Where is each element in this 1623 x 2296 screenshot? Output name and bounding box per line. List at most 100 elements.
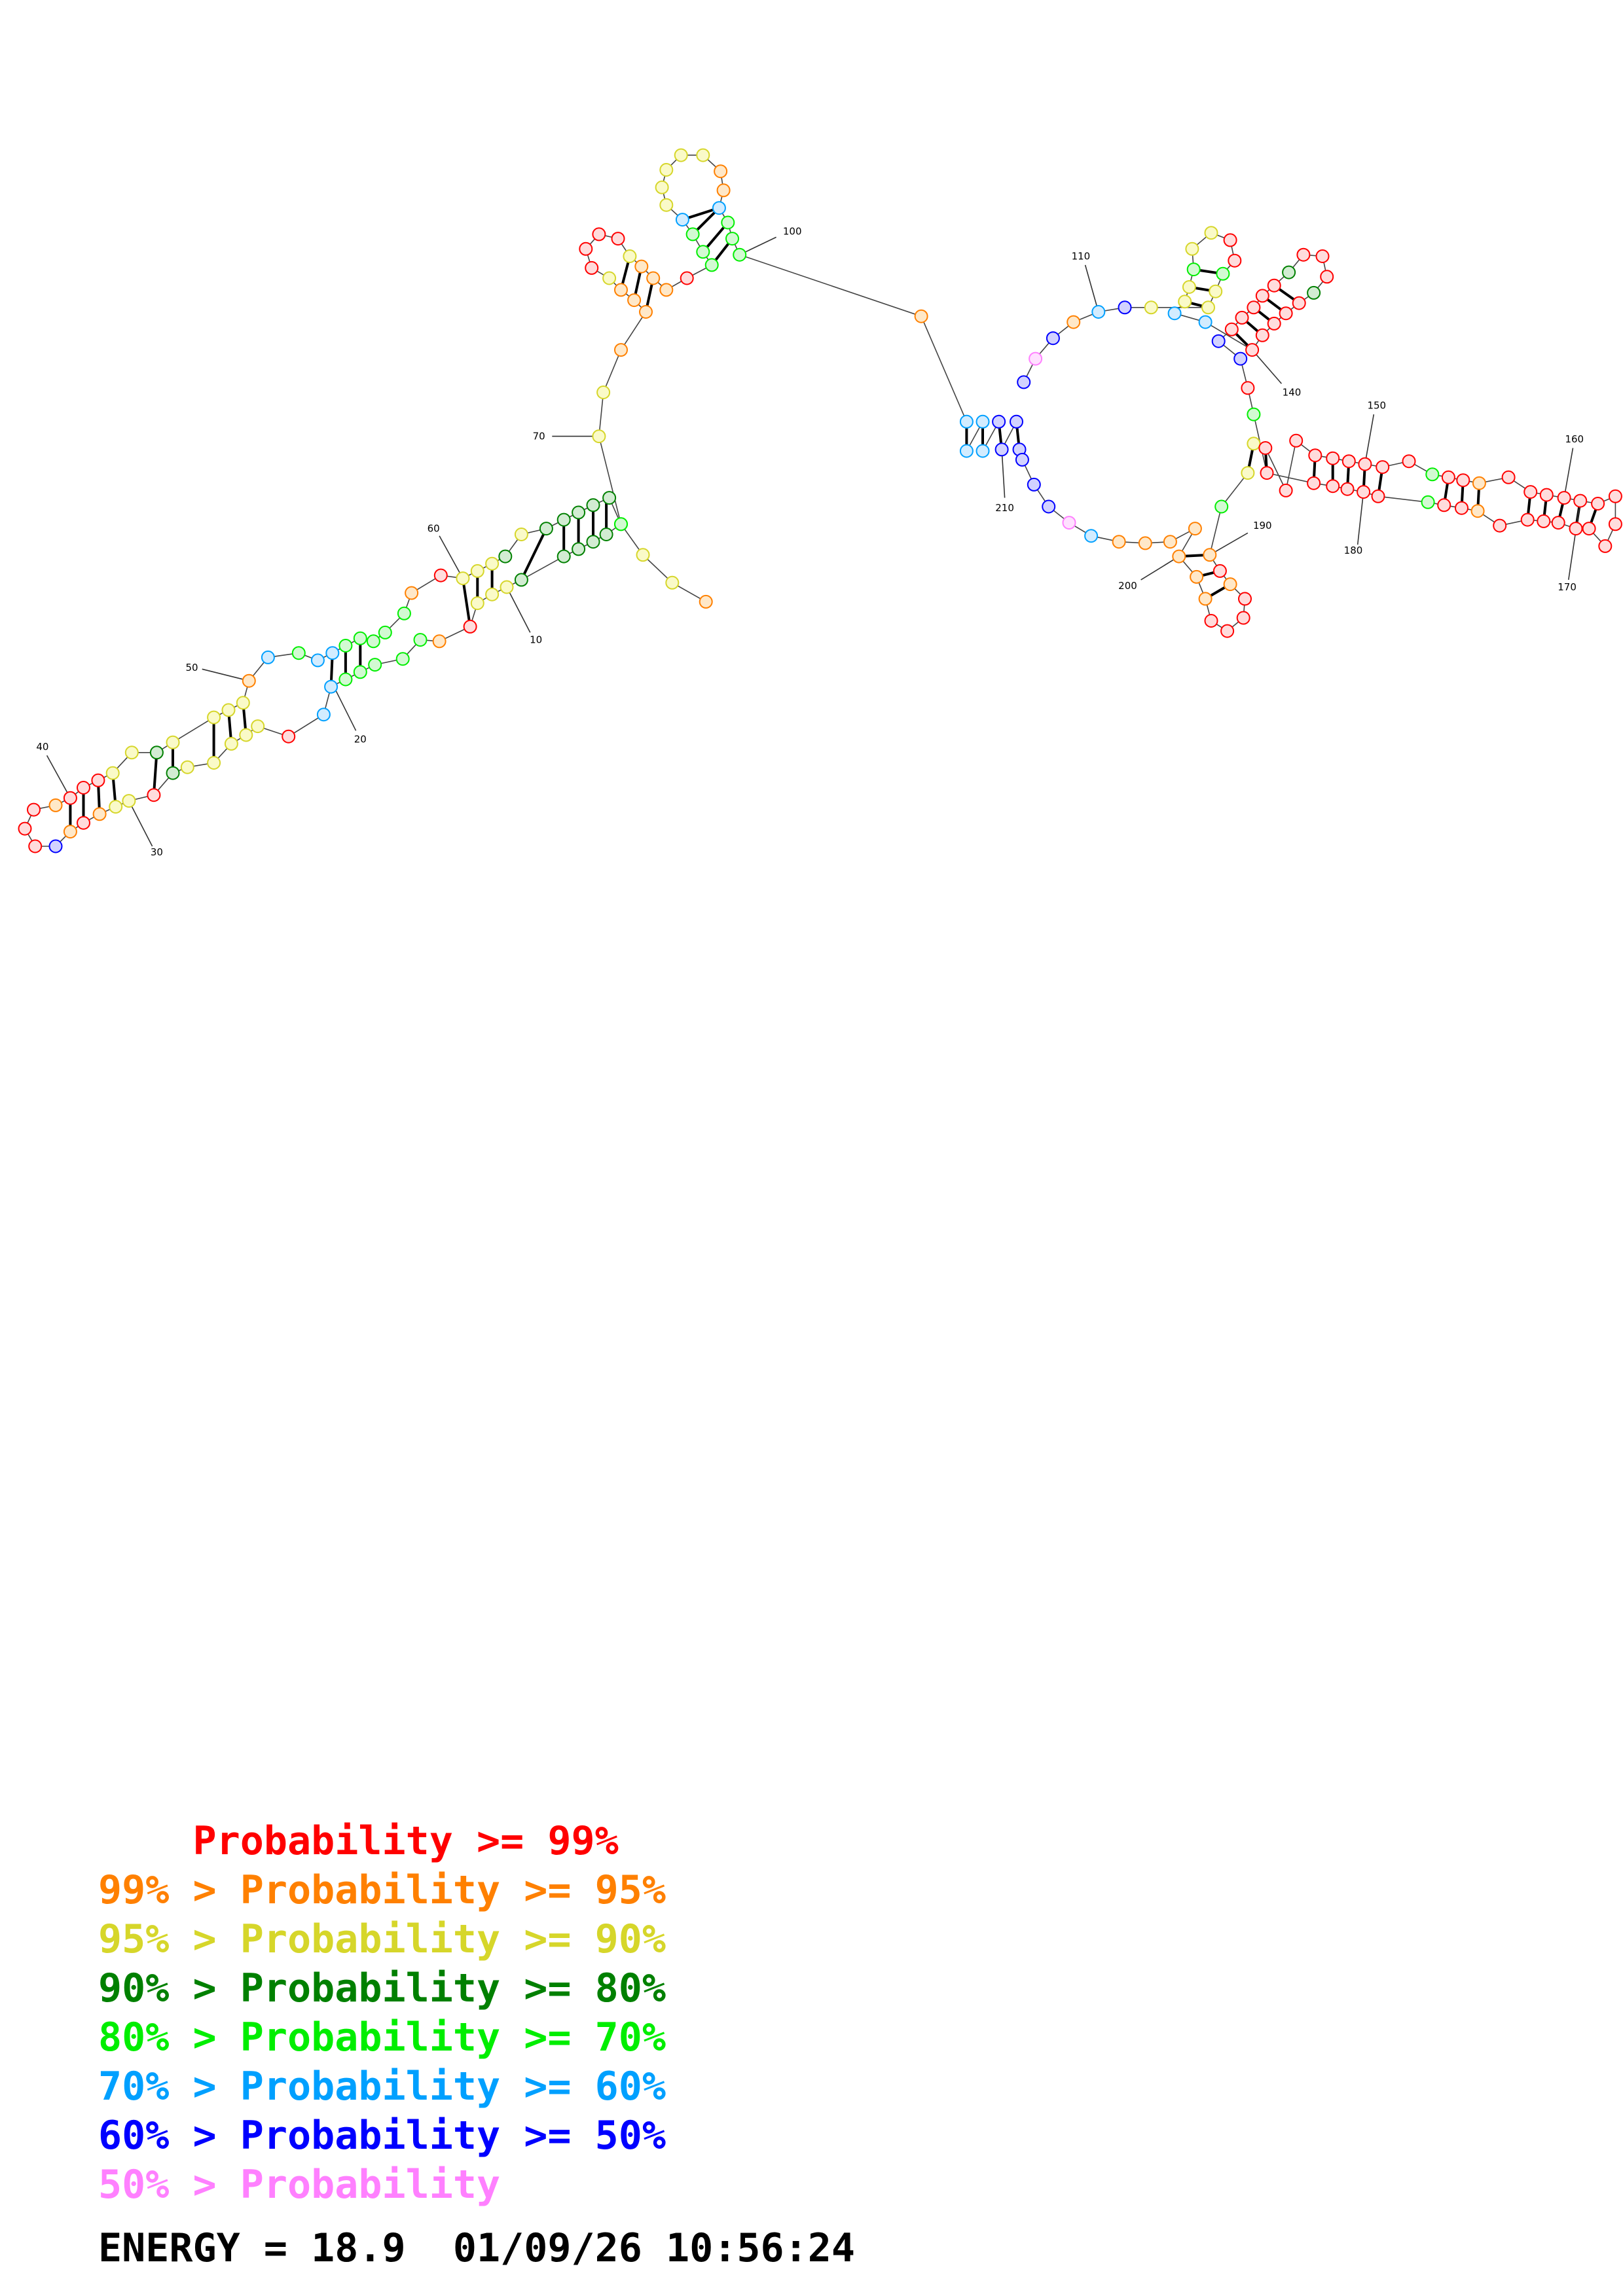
nucleotide-circle (586, 535, 600, 549)
legend-row-60: 70% > Probability >= 60% (98, 2064, 666, 2109)
tick-line (1568, 500, 1581, 581)
position-tick-label: 40 (36, 741, 48, 753)
nucleotide-circle (976, 444, 990, 458)
nucleotide-circle (282, 729, 296, 744)
position-tick-label: 60 (428, 523, 440, 535)
position-tick-label: 140 (1283, 387, 1302, 399)
tick-line (1251, 350, 1283, 384)
nucleotide-circle (1067, 315, 1081, 329)
nucleotide-circle (1223, 577, 1237, 592)
nucleotide-circle (239, 728, 253, 742)
legend-row-99: Probability >= 99% (192, 1818, 619, 1864)
nucleotide-circle (1292, 296, 1306, 310)
nucleotide-circle (1326, 451, 1340, 465)
nucleotide-circle (1042, 499, 1056, 514)
nucleotide-circle (366, 634, 380, 649)
nucleotide-circle (1357, 485, 1371, 499)
nucleotide-circle (1470, 504, 1485, 518)
nucleotide-circle (959, 414, 974, 429)
rna-structure-diagram: 10 20 30 40 50 60 70 100 110 140 150 160 170 180 190 20… (18, 148, 1622, 858)
nucleotide-circle (77, 816, 90, 830)
nucleotide-circle (685, 227, 700, 242)
nucleotide-circle (674, 148, 688, 162)
nucleotide-circle (1233, 351, 1248, 366)
position-tick-label: 180 (1344, 545, 1363, 556)
nucleotide-circle (1279, 483, 1293, 497)
nucleotide-circle (1582, 522, 1596, 536)
tick-line (128, 800, 153, 847)
nucleotide-circle (1341, 454, 1356, 469)
nucleotide-circle (665, 575, 680, 590)
nucleotide-circle (28, 839, 43, 853)
nucleotide-circle (716, 183, 731, 198)
nucleotide-circle (1228, 253, 1242, 268)
nucleotide-circle (627, 293, 642, 308)
nucleotide-circle (1315, 249, 1330, 263)
legend-row-90: 95% > Probability >= 90% (98, 1916, 666, 1962)
nucleotide-circle (470, 596, 484, 611)
nucleotide-circle (1236, 611, 1250, 625)
nucleotide-circle (1216, 266, 1230, 281)
base-pair-bond (152, 752, 158, 795)
nucleotide-circle (1493, 518, 1507, 533)
nucleotide-circle (1213, 564, 1227, 578)
nucleotide-circle (338, 639, 353, 653)
nucleotide-circle (1358, 457, 1372, 471)
nucleotide-circle (122, 794, 136, 808)
nucleotide-circle (1598, 539, 1613, 553)
nucleotide-circle (1163, 535, 1177, 549)
nucleotide-circle (1198, 315, 1213, 329)
nucleotide-circle (1238, 592, 1252, 606)
nucleotide-circle (659, 283, 674, 297)
nucleotide-circle (485, 556, 500, 571)
nucleotide-circle (1326, 479, 1340, 493)
base-pairs (69, 206, 1599, 832)
nucleotide-circle (976, 414, 990, 429)
nucleotide-circle (1203, 548, 1217, 562)
tick-line (439, 535, 464, 579)
nucleotide-circle (1260, 466, 1274, 480)
position-tick-label: 20 (354, 734, 367, 745)
position-tick-label: 200 (1118, 580, 1137, 592)
nucleotide-circle (639, 305, 653, 319)
tick-line (1001, 449, 1006, 498)
nucleotide-circle (207, 756, 221, 770)
nucleotide-circle (704, 258, 719, 272)
nucleotide-circle (634, 259, 649, 274)
position-tick-label: 210 (995, 502, 1014, 514)
nucleotide-circle (1340, 482, 1355, 496)
nucleotide-circle (1456, 473, 1470, 488)
tick-line (332, 683, 357, 731)
position-tick-label: 70 (533, 431, 545, 442)
nucleotide-circle (623, 249, 637, 263)
nucleotide-circle (1307, 285, 1321, 300)
nucleotide-circle (48, 839, 63, 853)
nucleotide-circle (1046, 331, 1060, 346)
energy-footer: ENERGY = 18.9 01/09/26 10:56:24 (98, 2225, 855, 2271)
nucleotide-circle (413, 633, 428, 647)
legend-row-80: 90% > Probability >= 80% (98, 1965, 666, 2011)
nucleotide-circle (1201, 300, 1215, 315)
nucleotide-circle (1010, 414, 1023, 429)
nucleotide-circle (596, 386, 611, 399)
nucleotide-circle (325, 646, 340, 660)
nucleotide-circle (166, 766, 180, 780)
nucleotide-circle (1118, 300, 1132, 315)
nucleotide-circle (48, 798, 63, 812)
nucleotide-circle (994, 442, 1009, 457)
position-tick-label: 150 (1367, 400, 1386, 412)
nucleotide-circle (699, 594, 713, 609)
nucleotide-circle (514, 573, 528, 587)
nucleotide-circle (592, 429, 606, 444)
nucleotide-circle (1289, 433, 1304, 448)
nucleotide-circle (1267, 278, 1281, 293)
nucleotide-circle (485, 587, 500, 601)
nucleotide-circle (585, 260, 599, 275)
tick-line (1563, 448, 1574, 498)
nucleotide-circle (586, 498, 600, 512)
nucleotide-circle (1573, 493, 1588, 508)
nucleotide-circle (721, 215, 735, 230)
nucleotide-circle (261, 650, 275, 664)
nucleotide-circle (1247, 437, 1261, 451)
nucleotide-circle (498, 549, 513, 564)
